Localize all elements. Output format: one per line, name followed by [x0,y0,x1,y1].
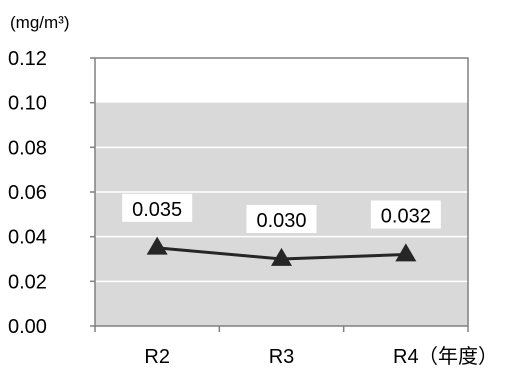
axes [90,57,469,332]
y-axis-unit-label: (mg/m³) [10,13,69,32]
x-axis-label: （年度） [418,345,498,368]
data-label-box-0 [122,193,193,222]
gridlines [95,146,468,283]
data-label-2: 0.032 [381,206,431,228]
data-label-1: 0.030 [256,210,306,232]
data-marker-1 [271,247,292,266]
data-marker-0 [146,236,168,255]
data-marker-2 [395,243,417,262]
y-tick-label-6: 0.12 [8,48,47,70]
data-label-group-2: 0.032 [370,200,441,229]
data-markers [146,236,417,266]
y-tick-label-1: 0.02 [8,271,47,293]
data-labels: 0.035 0.030 0.032 [122,193,441,233]
y-tick-label-3: 0.06 [8,182,47,204]
x-category-label-1: R3 [269,346,295,368]
data-label-group-0: 0.035 [122,193,193,222]
data-label-box-2 [370,200,441,229]
x-tick-labels: R2 R3 R4 [144,346,418,368]
y-tick-label-0: 0.00 [8,316,47,338]
data-label-group-1: 0.030 [246,205,317,233]
y-tick-label-2: 0.04 [8,227,47,249]
x-category-label-2: R4 [393,346,419,368]
x-category-label-0: R2 [144,346,170,368]
y-tick-label-5: 0.10 [8,93,47,115]
y-tick-labels: 0.00 0.02 0.04 0.06 0.08 0.10 0.12 [8,48,47,338]
data-label-0: 0.035 [132,199,182,221]
y-tick-label-4: 0.08 [8,137,47,159]
data-label-box-1 [246,205,317,233]
